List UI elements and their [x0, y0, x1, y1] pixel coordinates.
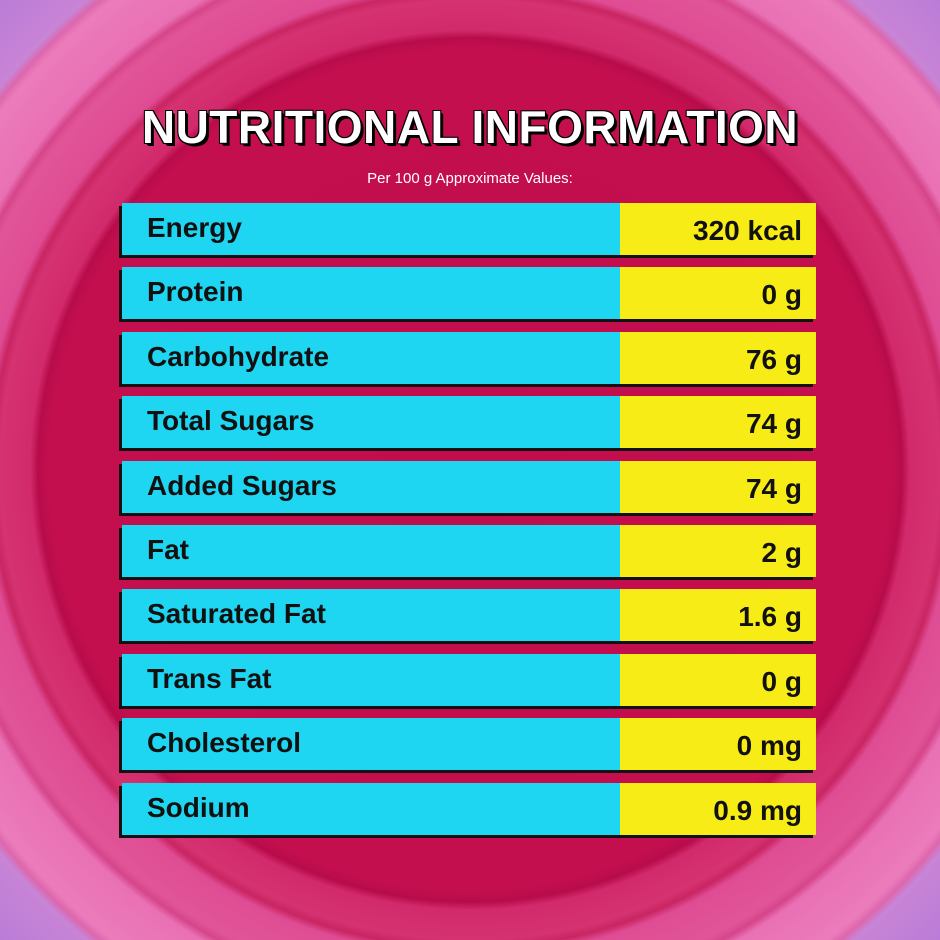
nutrient-name: Trans Fat	[122, 653, 620, 706]
nutrient-name: Saturated Fat	[122, 589, 620, 642]
table-row: Carbohydrate 76 g	[122, 331, 816, 384]
table-row: Total Sugars 74 g	[122, 396, 816, 449]
table-row: Fat 2 g	[122, 525, 816, 577]
nutrient-value: 1.6 g	[620, 589, 816, 642]
subtitle: Per 100 g Approximate Values:	[367, 170, 573, 187]
table-row: Protein 0 g	[122, 267, 816, 320]
table-row: Cholesterol 0 mg	[122, 718, 816, 771]
nutrient-name: Cholesterol	[122, 718, 620, 771]
nutrient-value: 74 g	[620, 396, 816, 449]
nutrient-value: 74 g	[620, 460, 816, 513]
nutrient-value: 0.9 mg	[620, 782, 816, 835]
nutrient-value: 76 g	[620, 331, 816, 384]
nutrient-name: Energy	[122, 203, 620, 255]
nutrient-name: Sodium	[122, 782, 620, 835]
table-row: Saturated Fat 1.6 g	[122, 589, 816, 642]
title: NUTRITIONAL INFORMATION	[141, 100, 799, 154]
nutrient-value: 2 g	[620, 525, 816, 577]
nutrient-value: 320 kcal	[620, 203, 816, 255]
nutrient-name: Carbohydrate	[122, 331, 620, 384]
nutrient-name: Protein	[122, 267, 620, 320]
nutrient-name: Total Sugars	[122, 396, 620, 449]
table-row: Energy 320 kcal	[122, 203, 816, 255]
table-row: Sodium 0.9 mg	[122, 782, 816, 835]
nutrient-name: Added Sugars	[122, 460, 620, 513]
nutrient-value: 0 g	[620, 653, 816, 706]
table-row: Trans Fat 0 g	[122, 653, 816, 706]
nutrient-value: 0 mg	[620, 718, 816, 771]
nutrient-value: 0 g	[620, 267, 816, 320]
nutrient-name: Fat	[122, 525, 620, 577]
table-row: Added Sugars 74 g	[122, 460, 816, 513]
